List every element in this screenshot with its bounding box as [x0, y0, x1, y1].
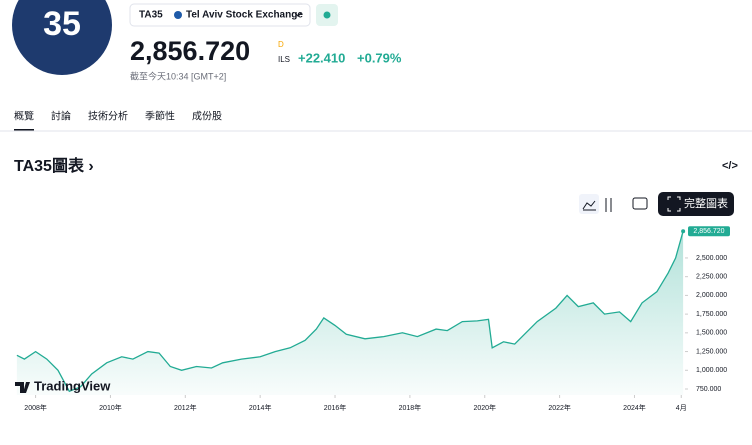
y-tick-label: 1,500.000	[696, 330, 727, 337]
x-tick-label: 2024年	[623, 403, 646, 412]
price-tag	[688, 226, 730, 237]
embed-icon[interactable]: </>	[722, 160, 738, 172]
y-tick-label: 2,250.000	[696, 274, 727, 281]
area-fill	[16, 231, 684, 395]
y-tick-label: 1,000.000	[696, 367, 727, 374]
status-dot	[323, 11, 331, 19]
currency: ILS	[278, 55, 290, 64]
camera-icon[interactable]	[632, 197, 648, 210]
x-tick-label: 2012年	[174, 403, 197, 412]
watermark: TradingView	[34, 378, 111, 393]
exchange: Tel Aviv Stock Exchange	[186, 10, 303, 21]
watermark-logo	[15, 382, 30, 393]
section-title[interactable]: TA35圖表 ›	[14, 156, 94, 175]
x-tick-label: 2016年	[324, 403, 347, 412]
price-flag: D	[278, 40, 284, 49]
change: +22.410	[298, 50, 345, 65]
tab[interactable]: 概覽	[14, 110, 34, 123]
expand-icon	[667, 196, 681, 212]
last-point	[681, 229, 686, 234]
plot: 750.000 1,000.000 1,250.000 1,500.000 1,750.…	[16, 226, 730, 412]
symbol-selector[interactable]	[129, 3, 311, 27]
candle-icon[interactable]	[605, 198, 612, 212]
y-tick-label: 1,750.000	[696, 311, 727, 318]
x-tick-label: 2018年	[399, 403, 422, 412]
x-tick-label: 2008年	[24, 403, 47, 412]
tab[interactable]: 討論	[51, 110, 71, 123]
tab[interactable]: 季節性	[145, 110, 175, 123]
exchange-icon	[174, 11, 182, 19]
dropdown-arrow	[294, 12, 302, 17]
tab[interactable]: 成份股	[192, 111, 222, 123]
change-pct: +0.79%	[357, 50, 402, 65]
x-tick-label: 2022年	[548, 403, 571, 412]
line	[16, 231, 684, 393]
x-tick-label: 2014年	[249, 403, 272, 412]
x-tick-label: 2010年	[99, 403, 122, 412]
x-tick-label: 4月	[676, 404, 687, 412]
logo	[12, 0, 112, 75]
y-tick-label: 750.000	[696, 386, 721, 393]
chart-style-icon	[582, 200, 596, 211]
timestamp: 截至今天10:34 [GMT+2]	[130, 70, 226, 81]
full-chart-label: 完整圖表	[684, 196, 728, 210]
y-tick-label: 1,250.000	[696, 348, 727, 355]
x-tick-label: 2020年	[473, 403, 496, 412]
symbol: TA35	[139, 10, 163, 21]
price: 2,856.720	[130, 36, 250, 66]
full-chart-button[interactable]	[658, 192, 734, 216]
logo-text: 35	[43, 5, 81, 43]
tab[interactable]: 技術分析	[88, 110, 128, 123]
y-tick-label: 2,000.000	[696, 292, 727, 299]
price-tag-label: 2,856.720	[693, 228, 724, 235]
y-tick-label: 2,500.000	[696, 255, 727, 262]
tabs: 概覽 討論 技術分析 季節性 成份股	[14, 110, 222, 131]
